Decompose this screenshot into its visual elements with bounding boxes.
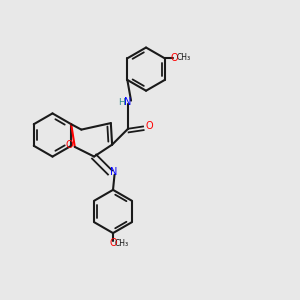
Text: O: O <box>145 121 153 131</box>
Text: O: O <box>109 238 117 248</box>
Text: CH₃: CH₃ <box>177 53 191 62</box>
Text: O: O <box>66 140 73 150</box>
Text: N: N <box>110 167 117 178</box>
Text: O: O <box>171 53 178 63</box>
Text: N: N <box>124 97 132 107</box>
Text: H: H <box>118 98 125 106</box>
Text: CH₃: CH₃ <box>114 238 128 247</box>
